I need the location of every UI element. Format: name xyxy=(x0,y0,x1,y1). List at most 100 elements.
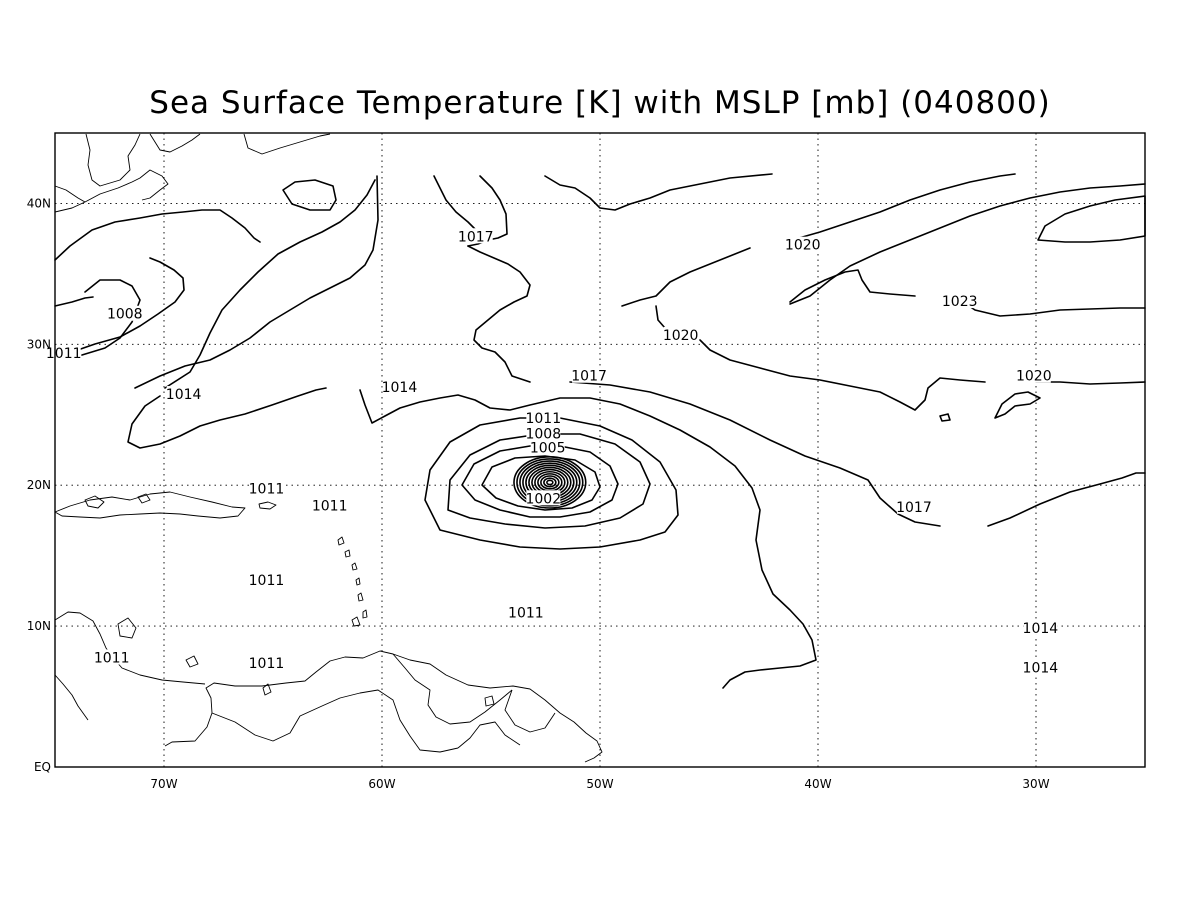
contour-label-text: 1008 xyxy=(107,307,143,323)
axis-tick-labels: 70W 60W 50W 40W 30W EQ 10N 20N 30N 40N xyxy=(27,196,1050,791)
contour-line xyxy=(461,445,619,518)
lesser-antilles-islands xyxy=(337,536,368,627)
contour-line xyxy=(789,183,1146,305)
puerto-rico-coast xyxy=(258,501,277,510)
contour-line xyxy=(81,279,141,356)
contour-label-text: 1020 xyxy=(1016,369,1052,385)
interior-border xyxy=(392,653,513,725)
contour-label: 1014 xyxy=(166,386,202,403)
south-america-coast xyxy=(164,650,603,763)
contour-label-text: 1017 xyxy=(896,500,932,516)
map-title: Sea Surface Temperature [K] with MSLP [m… xyxy=(149,85,1050,121)
caribbean-coast xyxy=(54,674,89,721)
contour-label-mask xyxy=(526,425,561,441)
contour-label: 1017 xyxy=(571,367,607,385)
contour-label-mask xyxy=(942,293,977,309)
low-center-ring xyxy=(540,475,560,490)
contour-label: 1014 xyxy=(1023,659,1059,676)
contour-label: 1011 xyxy=(249,480,285,497)
contour-label-text: 1011 xyxy=(46,346,82,362)
contour-line xyxy=(447,433,651,529)
contour-label-text: 1002 xyxy=(525,491,561,507)
contour-label-text: 1011 xyxy=(249,573,285,589)
contour-line xyxy=(134,175,379,389)
contour-label-mask xyxy=(785,236,820,252)
contour-line xyxy=(481,455,601,511)
contour-label-text: 1020 xyxy=(785,238,821,254)
contour-label-text: 1014 xyxy=(166,387,202,403)
north-america-coast xyxy=(54,185,86,203)
y-tick-label: 20N xyxy=(27,478,51,492)
contour-label: 1011 xyxy=(249,572,285,589)
x-tick-label: 40W xyxy=(804,777,831,791)
contour-label-text: 1023 xyxy=(942,294,978,310)
contour-label-mask xyxy=(249,480,284,496)
contour-label-text: 1011 xyxy=(249,481,285,497)
contour-label-text: 1017 xyxy=(571,369,607,385)
low-center-ring xyxy=(516,458,584,507)
interior-border xyxy=(504,689,556,733)
contour-line xyxy=(359,389,817,689)
contour-label: 1011 xyxy=(46,345,82,362)
contour-label: 1011 xyxy=(525,410,561,427)
contour-label-text: 1014 xyxy=(1023,660,1059,676)
x-tick-label: 70W xyxy=(150,777,177,791)
contour-line xyxy=(54,209,261,261)
contour-line xyxy=(959,299,1146,317)
mslp-contours xyxy=(54,173,1146,689)
contour-line xyxy=(127,387,327,449)
contour-label-mask xyxy=(1023,659,1058,675)
interior-border xyxy=(211,689,459,753)
contour-label: 1011 xyxy=(94,649,130,667)
contour-label: 1017 xyxy=(896,498,932,516)
contour-line xyxy=(467,245,531,383)
contour-label: 1011 xyxy=(508,604,544,621)
contour-label-text: 1017 xyxy=(458,229,494,245)
x-tick-label: 60W xyxy=(368,777,395,791)
contour-line xyxy=(621,247,751,307)
contour-label-mask xyxy=(249,572,284,588)
contour-label: 1011 xyxy=(249,655,285,672)
contour-label: 1020 xyxy=(663,326,699,344)
contour-label: 1023 xyxy=(942,293,978,310)
contour-line xyxy=(994,391,1041,419)
low-center-ring xyxy=(513,456,587,509)
interior-border xyxy=(457,721,521,749)
contour-label-text: 1011 xyxy=(94,651,130,667)
greater-antilles-coast xyxy=(54,491,246,519)
contour-label-mask xyxy=(572,367,607,383)
contour-label-mask xyxy=(312,497,347,513)
contour-label-text: 1011 xyxy=(525,411,561,427)
contour-label-text: 1005 xyxy=(530,441,566,457)
contour-label: 1020 xyxy=(1016,367,1052,385)
contour-label-mask xyxy=(530,439,565,455)
contour-line xyxy=(699,339,986,411)
contour-line xyxy=(987,472,1146,527)
contour-label: 1014 xyxy=(382,379,418,396)
contour-label-text: 1008 xyxy=(525,427,561,443)
low-center-ring xyxy=(546,479,554,486)
contour-line xyxy=(789,269,916,303)
contour-label: 1005 xyxy=(530,439,566,457)
contour-label-text: 1011 xyxy=(508,605,544,621)
contour-label-text: 1014 xyxy=(382,380,418,396)
x-tick-label: 30W xyxy=(1022,777,1049,791)
contour-label-text: 1011 xyxy=(312,498,348,514)
contour-label: 1011 xyxy=(312,497,348,514)
contour-line xyxy=(54,296,94,307)
x-tick-label: 50W xyxy=(586,777,613,791)
contour-label-text: 1011 xyxy=(249,656,285,672)
contour-label-text: 1020 xyxy=(663,328,699,344)
contour-label-mask xyxy=(107,305,142,321)
north-america-coast xyxy=(85,133,141,187)
north-america-coast xyxy=(243,133,331,155)
contour-line xyxy=(282,179,337,211)
contour-label-mask xyxy=(1016,367,1051,383)
contour-line xyxy=(164,179,376,389)
contour-line xyxy=(1035,381,1146,385)
y-tick-label: 10N xyxy=(27,619,51,633)
contour-label-mask xyxy=(249,655,284,671)
contour-label: 1014 xyxy=(1023,619,1058,637)
contour-label: 1008 xyxy=(525,425,561,443)
